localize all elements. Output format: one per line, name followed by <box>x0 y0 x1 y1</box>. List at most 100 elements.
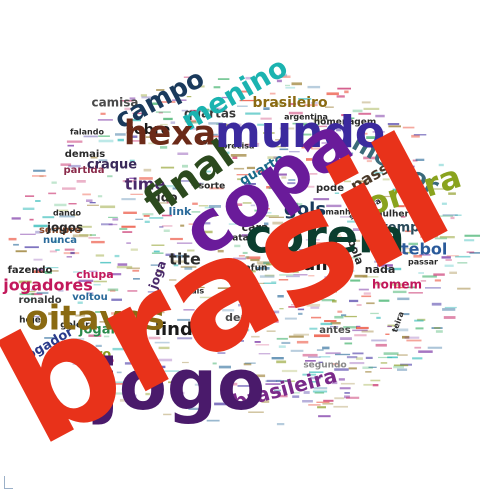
filler-speck <box>266 263 281 266</box>
filler-speck <box>366 160 372 163</box>
filler-speck <box>232 156 238 159</box>
filler-speck <box>321 299 335 302</box>
filler-speck <box>334 257 343 260</box>
filler-speck <box>188 223 196 225</box>
filler-speck <box>27 298 32 301</box>
filler-speck <box>111 298 122 301</box>
filler-speck <box>99 368 109 371</box>
filler-speck <box>150 264 161 266</box>
cloud-word-nunca: nunca <box>43 235 77 246</box>
filler-speck <box>268 187 277 190</box>
filler-speck <box>372 384 379 387</box>
filler-speck <box>103 335 110 338</box>
filler-speck <box>308 356 321 358</box>
filler-speck <box>413 255 422 258</box>
filler-speck <box>124 107 132 111</box>
filler-speck <box>418 350 433 353</box>
filler-speck <box>390 283 405 286</box>
filler-speck <box>246 166 255 170</box>
filler-speck <box>153 250 160 253</box>
filler-speck <box>361 330 374 333</box>
filler-speck <box>15 250 27 253</box>
filler-speck <box>336 95 345 98</box>
filler-speck <box>151 252 164 254</box>
cloud-word-brasileiro: brasileiro <box>252 95 328 111</box>
filler-speck <box>269 260 280 264</box>
filler-speck <box>141 96 156 99</box>
filler-speck <box>149 217 164 219</box>
filler-speck <box>291 304 300 306</box>
filler-speck <box>309 371 324 373</box>
filler-speck <box>184 401 194 405</box>
filler-speck <box>127 290 138 292</box>
filler-speck <box>344 395 350 399</box>
cloud-word-rumo: rumo <box>294 254 347 275</box>
filler-speck <box>415 214 424 217</box>
filler-speck <box>93 283 101 286</box>
filler-speck <box>298 312 303 315</box>
filler-speck <box>318 415 331 418</box>
filler-speck <box>340 337 352 340</box>
filler-speck <box>145 136 153 138</box>
filler-speck <box>373 172 383 174</box>
filler-speck <box>306 158 313 161</box>
cloud-word-partida: partida <box>64 165 105 176</box>
filler-speck <box>281 176 287 179</box>
filler-speck <box>114 254 120 258</box>
filler-speck <box>358 112 372 115</box>
filler-speck <box>338 378 345 381</box>
filler-speck <box>396 233 401 237</box>
filler-speck <box>402 126 415 129</box>
filler-speck <box>87 204 99 206</box>
filler-speck <box>288 111 303 115</box>
filler-speck <box>356 326 369 330</box>
filler-speck <box>331 363 339 365</box>
filler-speck <box>271 320 279 323</box>
filler-speck <box>244 144 260 147</box>
filler-speck <box>285 86 296 89</box>
filler-speck <box>257 208 270 210</box>
filler-speck <box>276 79 282 83</box>
filler-speck <box>363 292 371 295</box>
filler-speck <box>144 220 150 223</box>
filler-speck <box>257 123 265 126</box>
filler-speck <box>237 272 252 275</box>
filler-speck <box>48 192 57 195</box>
filler-speck <box>88 358 94 360</box>
filler-speck <box>375 114 385 118</box>
filler-speck <box>358 288 369 291</box>
filler-speck <box>173 264 179 267</box>
filler-speck <box>44 337 57 339</box>
cloud-word-passar: passar <box>408 258 438 267</box>
filler-speck <box>244 186 258 189</box>
filler-speck <box>457 262 468 264</box>
filler-speck <box>276 380 291 382</box>
filler-speck <box>107 273 122 276</box>
cloud-word-jogo: jogo <box>92 344 265 426</box>
filler-speck <box>321 285 328 289</box>
filler-speck <box>271 357 284 360</box>
filler-speck <box>373 282 384 286</box>
filler-speck <box>397 354 408 356</box>
filler-speck <box>104 359 114 362</box>
filler-speck <box>361 217 376 220</box>
filler-speck <box>344 315 357 318</box>
filler-speck <box>342 270 355 272</box>
filler-speck <box>169 279 177 281</box>
filler-speck <box>55 249 60 251</box>
filler-speck <box>397 251 406 254</box>
filler-speck <box>119 227 128 230</box>
filler-speck <box>309 381 317 383</box>
filler-speck <box>45 228 57 231</box>
filler-speck <box>341 114 350 117</box>
filler-speck <box>183 309 195 311</box>
filler-speck <box>208 205 221 208</box>
filler-speck <box>433 188 447 190</box>
filler-speck <box>122 231 133 233</box>
filler-speck <box>400 165 415 168</box>
filler-speck <box>267 310 280 314</box>
filler-speck <box>312 390 328 393</box>
filler-speck <box>228 223 244 225</box>
cloud-word-mundo: mundo <box>215 107 385 158</box>
filler-speck <box>293 392 300 394</box>
